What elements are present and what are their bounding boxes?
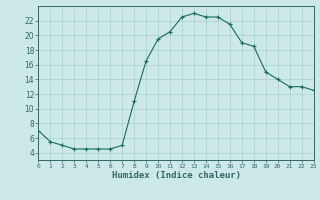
X-axis label: Humidex (Indice chaleur): Humidex (Indice chaleur) [111,171,241,180]
